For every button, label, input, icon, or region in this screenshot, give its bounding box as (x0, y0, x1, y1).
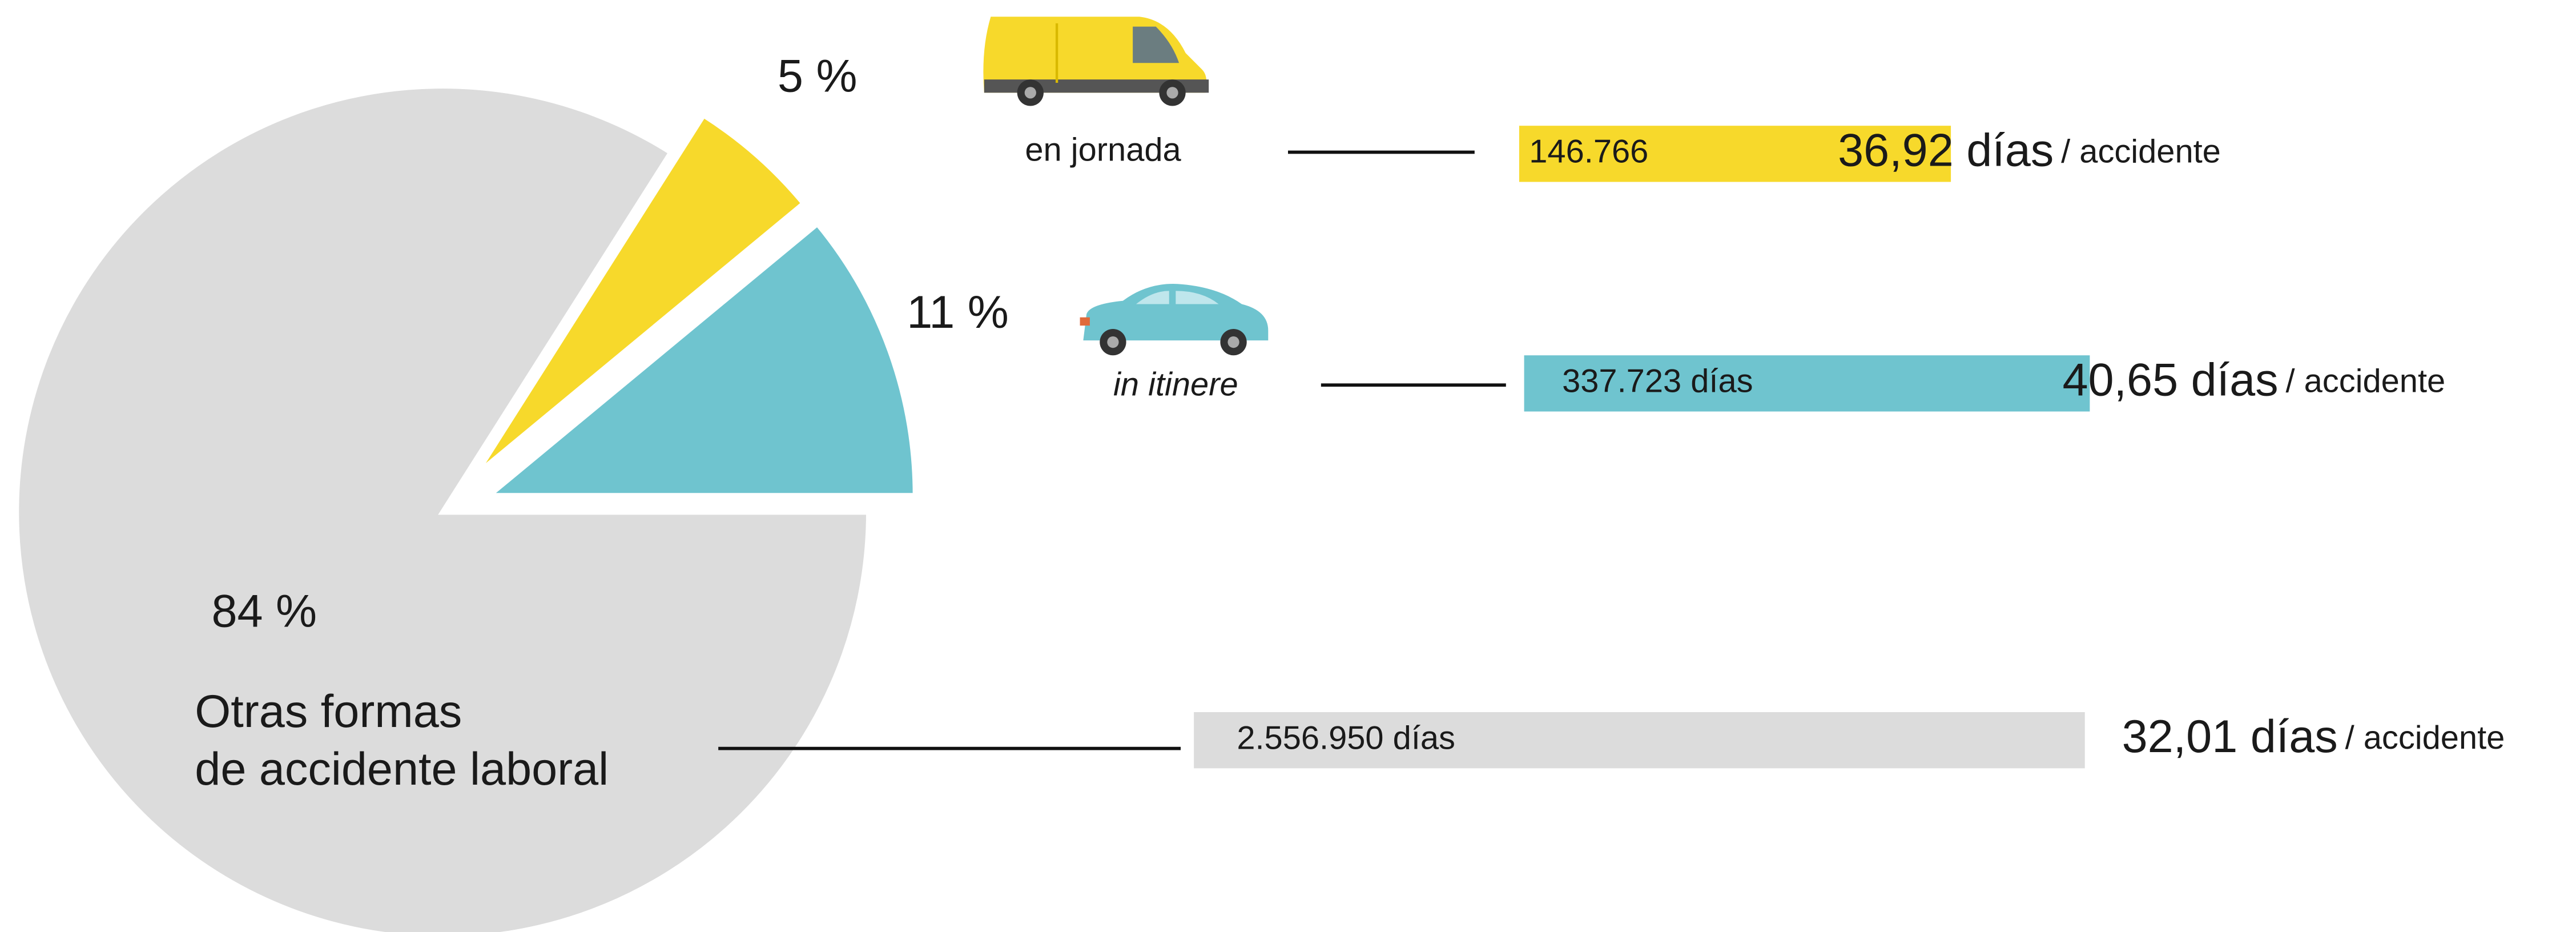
rate-label: 32,01 días / accidente (2122, 712, 2505, 763)
van-icon (983, 17, 1209, 106)
pie-slice (473, 111, 807, 477)
bar (1194, 712, 2085, 769)
rate-unit: / accidente (2345, 720, 2505, 756)
bar-label: 2.556.950 días (1237, 720, 1455, 756)
bar (1519, 126, 1951, 182)
value-label: 11 % (907, 287, 1009, 338)
bar-label: 146.766 (1529, 134, 1648, 170)
value-label: 84 % (211, 586, 317, 637)
pie-slice (482, 220, 918, 498)
bar-label: 337.723 días (1562, 363, 1753, 400)
rate-unit: / accidente (2286, 363, 2446, 400)
category-label: Otras formas de accidente laboral (195, 685, 609, 795)
category-label-box: Otras formas de accidente laboral (195, 685, 609, 795)
value-label: 5 % (778, 51, 858, 102)
rate-value: 32,01 días (2122, 712, 2338, 763)
rate-value: 40,65 días (2062, 355, 2278, 406)
bar (1524, 355, 2090, 412)
category-label: en jornada (1025, 132, 1181, 168)
car-icon (1080, 284, 1269, 356)
pie-slice (14, 83, 871, 932)
rate-label: 40,65 días / accidente (2062, 355, 2445, 406)
rate-value: 36,92 días (1838, 125, 2054, 176)
rate-unit: / accidente (2061, 134, 2221, 170)
rate-label: 36,92 días / accidente (1838, 125, 2221, 176)
category-label: in itinere (1113, 366, 1238, 403)
